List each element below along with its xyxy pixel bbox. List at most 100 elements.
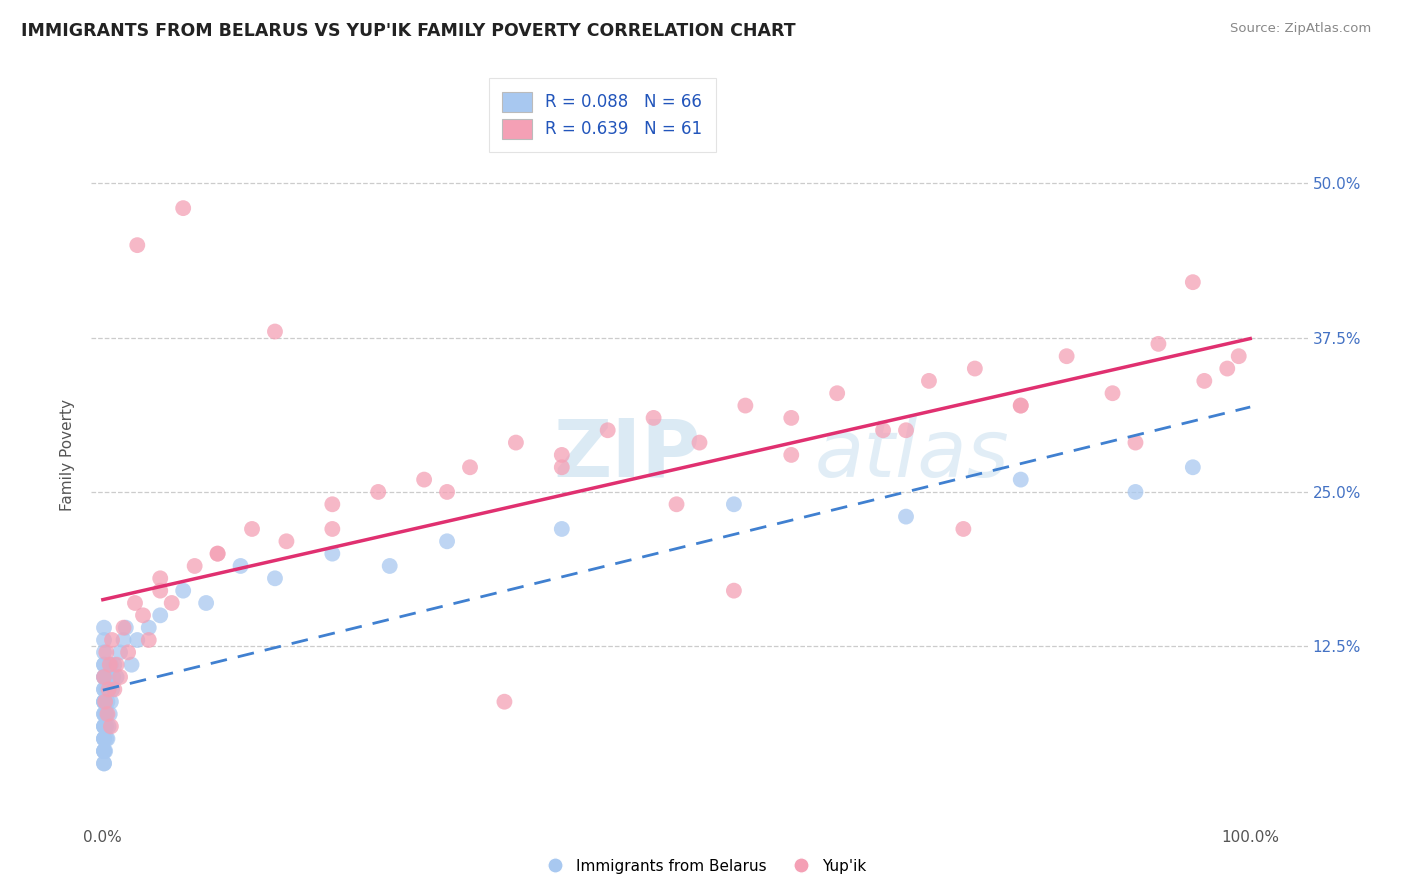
Point — [96, 682, 118, 697]
Point — [94, 670, 117, 684]
Point — [1010, 399, 1032, 413]
Point — [138, 621, 160, 635]
Point — [97, 682, 120, 697]
Point — [93, 682, 115, 697]
Point — [894, 509, 917, 524]
Point — [101, 633, 124, 648]
Point — [96, 731, 118, 746]
Point — [723, 497, 745, 511]
Point — [105, 657, 128, 672]
Point — [149, 608, 172, 623]
Point — [112, 621, 135, 635]
Point — [93, 756, 115, 771]
Point — [94, 695, 117, 709]
Point — [436, 485, 458, 500]
Point — [124, 596, 146, 610]
Point — [1181, 275, 1204, 289]
Legend: Immigrants from Belarus, Yup'ik: Immigrants from Belarus, Yup'ik — [534, 853, 872, 880]
Point — [93, 744, 115, 758]
Point — [114, 621, 136, 635]
Point — [132, 608, 155, 623]
Point — [494, 695, 516, 709]
Point — [240, 522, 263, 536]
Point — [93, 645, 115, 659]
Point — [688, 435, 710, 450]
Point — [93, 719, 115, 733]
Point — [894, 423, 917, 437]
Point — [1125, 485, 1147, 500]
Point — [93, 657, 115, 672]
Point — [780, 410, 803, 425]
Point — [551, 448, 574, 462]
Point — [97, 682, 120, 697]
Point — [93, 633, 115, 648]
Point — [117, 645, 139, 659]
Point — [413, 473, 436, 487]
Point — [97, 719, 120, 733]
Point — [436, 534, 458, 549]
Point — [1227, 349, 1250, 363]
Point — [93, 719, 115, 733]
Point — [1010, 473, 1032, 487]
Point — [149, 583, 172, 598]
Point — [96, 645, 118, 659]
Point — [112, 633, 135, 648]
Point — [1125, 435, 1147, 450]
Point — [734, 399, 756, 413]
Text: ZIP: ZIP — [554, 416, 700, 494]
Point — [172, 201, 194, 215]
Point — [93, 731, 115, 746]
Point — [505, 435, 527, 450]
Point — [100, 719, 122, 733]
Point — [149, 571, 172, 585]
Point — [93, 695, 115, 709]
Point — [596, 423, 619, 437]
Point — [1101, 386, 1123, 401]
Point — [93, 695, 115, 709]
Text: atlas: atlas — [815, 416, 1010, 494]
Point — [108, 670, 131, 684]
Point — [93, 706, 115, 721]
Point — [551, 460, 574, 475]
Point — [93, 731, 115, 746]
Point — [138, 633, 160, 648]
Point — [105, 670, 128, 684]
Point — [264, 571, 287, 585]
Point — [93, 719, 115, 733]
Point — [229, 558, 252, 574]
Point — [94, 706, 117, 721]
Point — [100, 657, 122, 672]
Point — [207, 547, 229, 561]
Point — [276, 534, 298, 549]
Point — [207, 547, 229, 561]
Point — [93, 670, 115, 684]
Point — [100, 695, 122, 709]
Point — [93, 744, 115, 758]
Point — [94, 719, 117, 733]
Point — [93, 744, 115, 758]
Point — [723, 583, 745, 598]
Point — [93, 621, 115, 635]
Point — [93, 756, 115, 771]
Point — [127, 238, 149, 252]
Point — [780, 448, 803, 462]
Point — [1216, 361, 1239, 376]
Point — [94, 695, 117, 709]
Point — [1147, 336, 1170, 351]
Point — [1194, 374, 1216, 388]
Point — [98, 657, 121, 672]
Point — [96, 731, 118, 746]
Point — [1056, 349, 1078, 363]
Text: Source: ZipAtlas.com: Source: ZipAtlas.com — [1230, 22, 1371, 36]
Point — [103, 682, 125, 697]
Point — [96, 695, 118, 709]
Point — [93, 706, 115, 721]
Point — [101, 682, 124, 697]
Point — [96, 706, 118, 721]
Point — [98, 706, 121, 721]
Point — [103, 657, 125, 672]
Point — [825, 386, 848, 401]
Point — [963, 361, 986, 376]
Point — [93, 695, 115, 709]
Point — [321, 497, 343, 511]
